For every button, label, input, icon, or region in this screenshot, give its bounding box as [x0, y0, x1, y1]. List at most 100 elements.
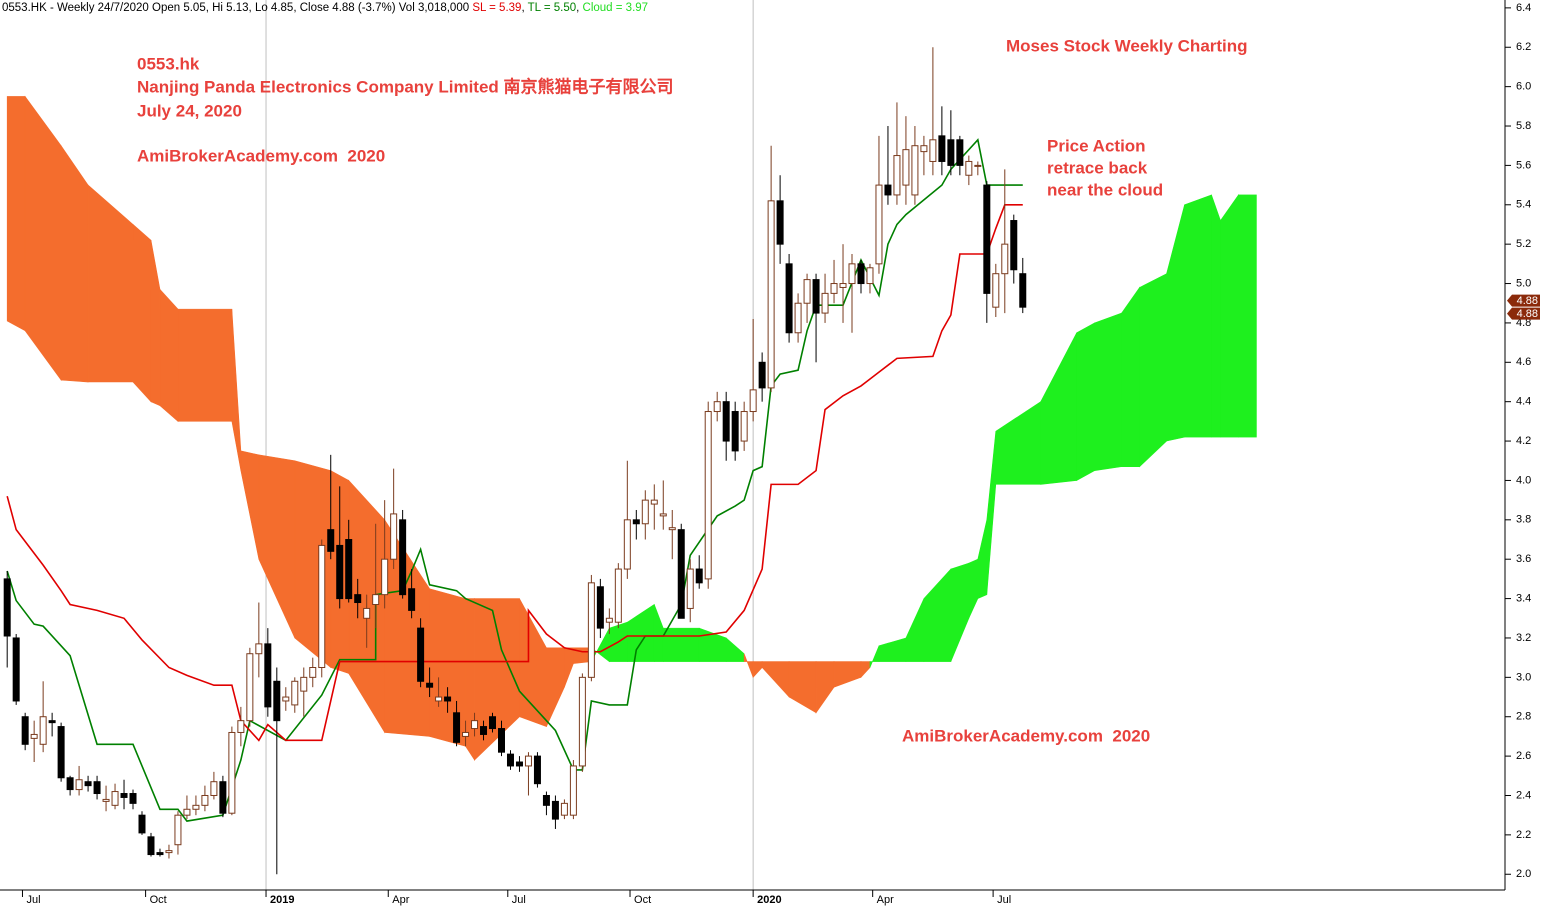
- candle-body: [228, 731, 236, 814]
- cloud-segment: [1121, 286, 1140, 467]
- cloud-segment: [429, 588, 466, 747]
- candle-body: [282, 696, 290, 702]
- y-tick-label: 3.6: [1516, 553, 1531, 565]
- x-tick-label: Apr: [877, 894, 894, 906]
- candle-body: [372, 594, 380, 605]
- candle-body: [821, 292, 829, 314]
- candle-body: [686, 568, 694, 609]
- candle-body: [497, 728, 505, 753]
- candle-body: [551, 800, 559, 820]
- x-tick-label: Jul: [26, 894, 40, 906]
- candle-body: [12, 637, 20, 702]
- candle-body: [156, 852, 164, 856]
- candle-body: [21, 716, 29, 745]
- candle-body: [399, 519, 407, 596]
- candle-body: [336, 544, 344, 600]
- candle-body: [866, 267, 874, 285]
- candle-body: [129, 793, 137, 804]
- candle-body: [111, 791, 119, 806]
- candle-body: [587, 582, 595, 678]
- candle-body: [300, 676, 308, 692]
- header-part: TL = 5.50: [528, 2, 576, 14]
- candle-body: [147, 836, 155, 856]
- y-tick-label: 4.4: [1516, 396, 1531, 408]
- x-tick-label: Apr: [392, 894, 409, 906]
- y-tick-label: 5.0: [1516, 277, 1531, 289]
- x-tick-label: Oct: [150, 894, 167, 906]
- y-tick-label: 4.6: [1516, 356, 1531, 368]
- candle-body: [408, 588, 416, 611]
- y-tick-label: 5.6: [1516, 159, 1531, 171]
- candle-body: [929, 139, 937, 162]
- candle-body: [677, 529, 685, 619]
- candle-body: [803, 279, 811, 304]
- header-part: ,: [576, 2, 582, 14]
- candle-body: [668, 527, 676, 531]
- y-tick-label: 5.2: [1516, 238, 1531, 250]
- cloud-segment: [662, 627, 700, 662]
- cloud-segment: [6, 96, 26, 332]
- candle-body: [569, 765, 577, 816]
- candle-body: [417, 627, 425, 682]
- candle-body: [947, 139, 955, 166]
- candle-body: [489, 716, 497, 730]
- candle-body: [614, 568, 622, 623]
- candle-body: [30, 733, 38, 739]
- annotation: near the cloud: [1047, 180, 1163, 199]
- candle-body: [713, 401, 721, 413]
- candle-body: [201, 794, 209, 806]
- candle-body: [309, 667, 317, 678]
- candle-body: [318, 544, 326, 668]
- candle-body: [381, 558, 389, 596]
- candle-body: [174, 814, 182, 846]
- candle-body: [426, 682, 434, 688]
- candle-body: [102, 798, 110, 802]
- x-tick-label: 2020: [757, 894, 781, 906]
- cloud-segment: [1076, 322, 1095, 481]
- candle-body: [3, 578, 11, 637]
- annotation: Price Action: [1047, 136, 1146, 155]
- candle-body: [66, 777, 74, 791]
- candle-body: [542, 794, 550, 806]
- candle-body: [884, 184, 892, 196]
- y-tick-label: 2.4: [1516, 789, 1531, 801]
- candle-body: [48, 720, 56, 724]
- candle-body: [911, 145, 919, 196]
- candle-body: [749, 389, 757, 413]
- candle-body: [632, 519, 640, 525]
- candle-body: [444, 696, 452, 702]
- candle-body: [695, 568, 703, 584]
- candle-body: [237, 720, 245, 733]
- candle-body: [506, 753, 514, 767]
- candle-body: [219, 781, 227, 814]
- candle-body: [165, 850, 173, 854]
- header-part: Cloud = 3.97: [583, 2, 649, 14]
- cloud-segment: [1184, 194, 1212, 438]
- y-tick-label: 3.4: [1516, 592, 1531, 604]
- cloud-segment: [159, 288, 179, 423]
- candle-body: [902, 149, 910, 186]
- candle-body: [848, 263, 856, 285]
- candle-body: [93, 781, 101, 795]
- header-part: ,: [521, 2, 527, 14]
- price-label-box: [1507, 294, 1540, 307]
- candle-body: [246, 653, 254, 722]
- candle-body: [623, 519, 631, 570]
- candle-body: [183, 808, 191, 816]
- y-tick-label: 2.8: [1516, 711, 1531, 723]
- y-tick-label: 6.2: [1516, 41, 1531, 53]
- candle-body: [938, 135, 946, 162]
- y-tick-label: 2.6: [1516, 750, 1531, 762]
- candle-body: [1001, 243, 1009, 275]
- cloud-segment: [1139, 273, 1167, 468]
- candle-body: [264, 643, 272, 708]
- ticker: 0553.hk: [137, 54, 200, 73]
- candle-body: [1010, 220, 1018, 271]
- cloud-segment: [294, 460, 332, 669]
- y-tick-label: 5.4: [1516, 199, 1531, 211]
- price-label: 4.88: [1517, 308, 1538, 320]
- candle-body: [956, 139, 964, 166]
- candle-body: [722, 401, 730, 442]
